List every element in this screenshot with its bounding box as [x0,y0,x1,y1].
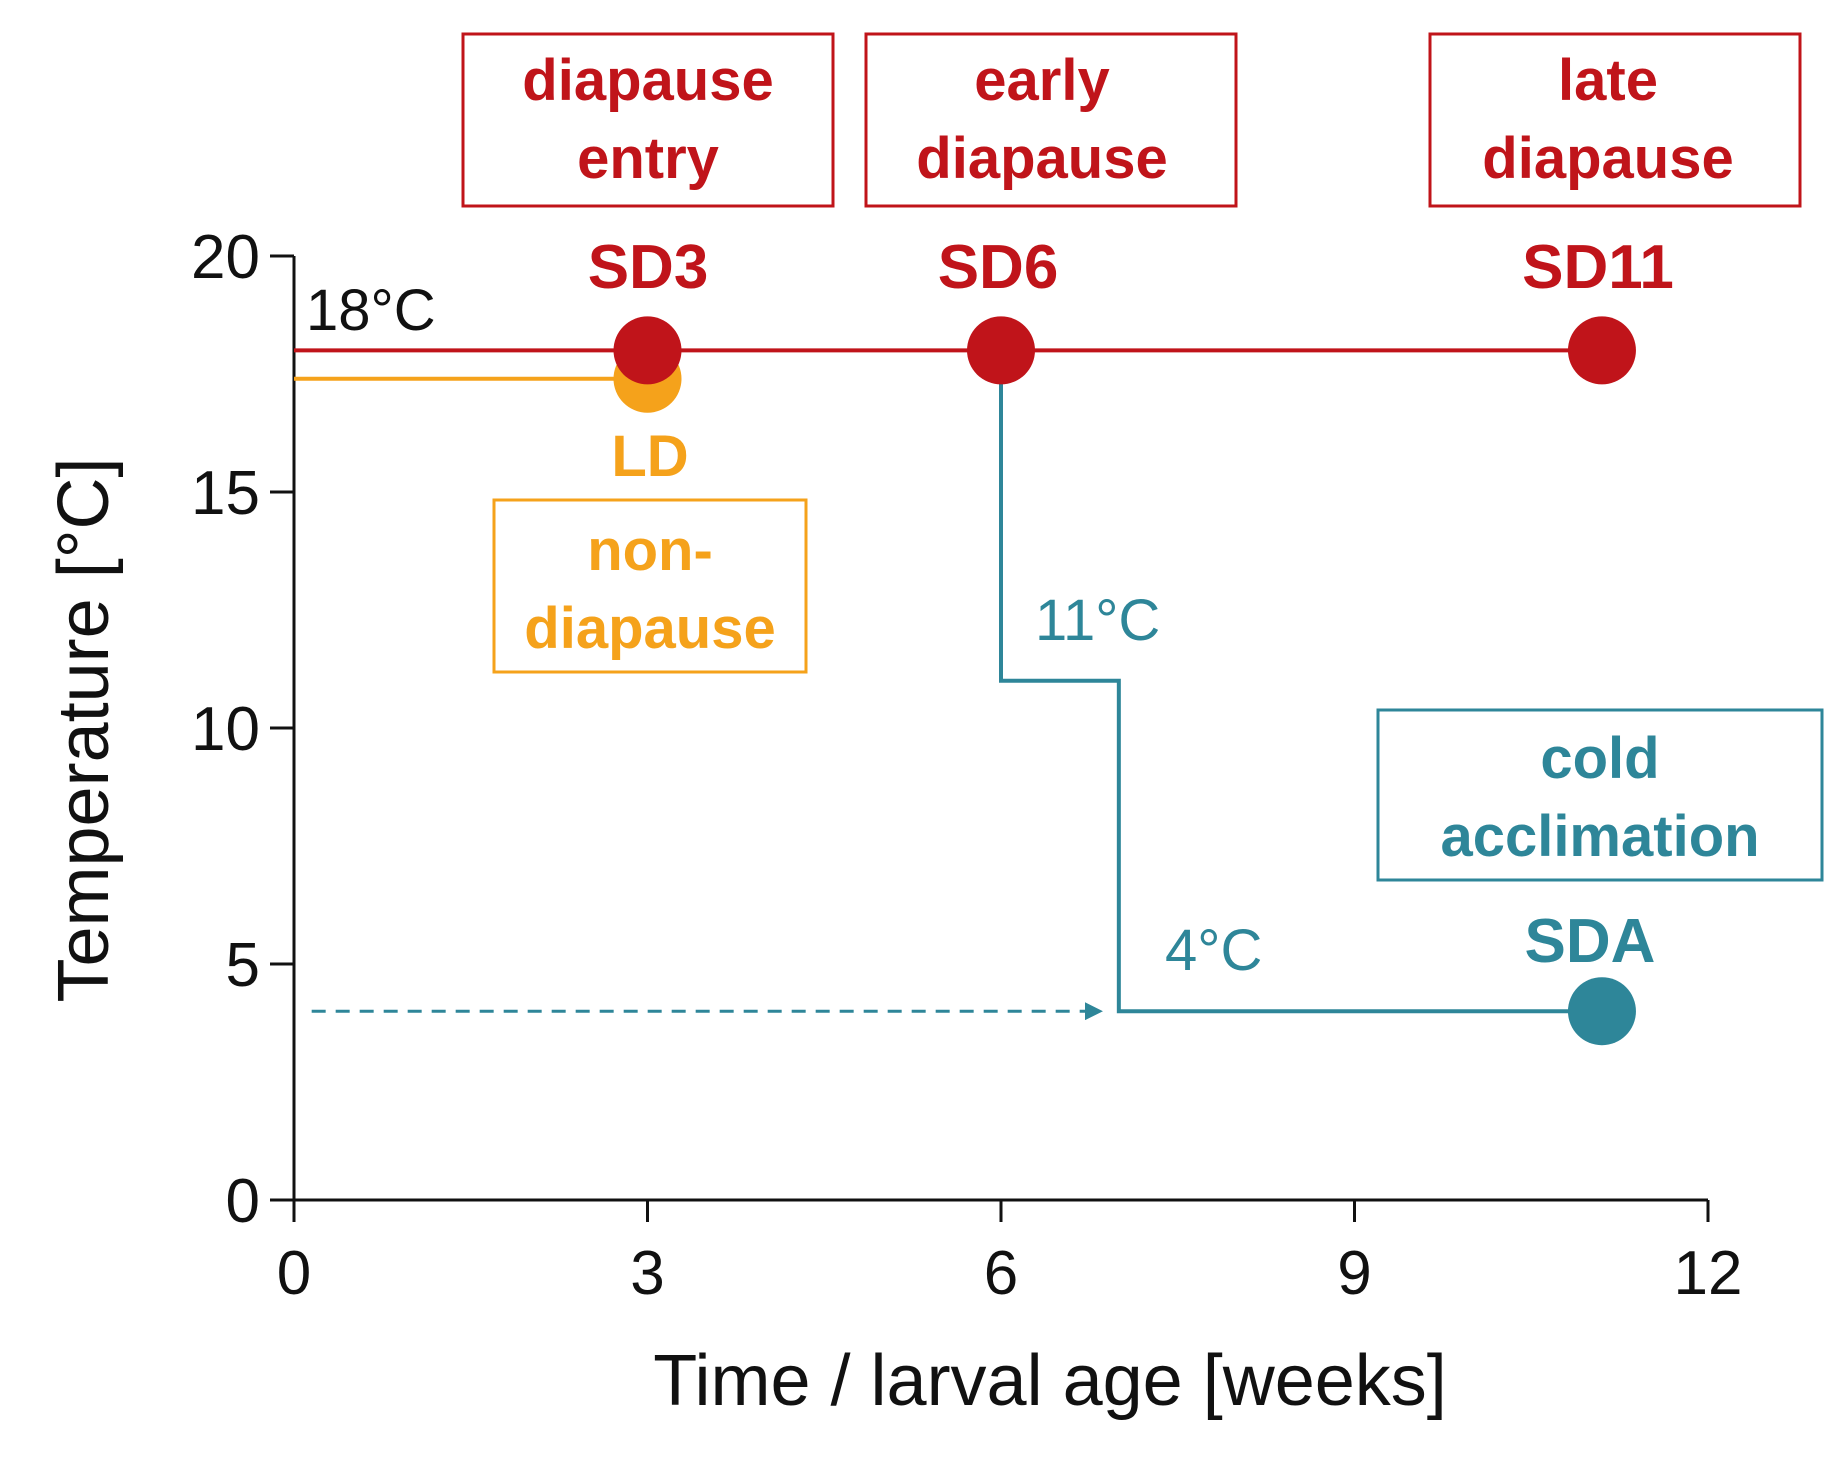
y-tick-label-10: 10 [191,695,260,764]
point-label-sda: SDA [1525,907,1656,976]
x-tick-label-6: 6 [984,1239,1018,1308]
y-tick-label-15: 15 [191,459,260,528]
box-cold-acclimation: cold acclimation [1376,708,1824,882]
y-tick-label-5: 5 [226,931,260,1000]
point-sd11 [1567,316,1636,385]
point-label-ld: LD [611,424,688,489]
point-label-sd6: SD6 [938,233,1059,302]
box-non-diapause-line1: non- [587,518,713,583]
temp-18-label: 18°C [306,278,436,343]
box-diapause-entry-line2: entry [577,126,719,191]
point-sd3 [613,316,682,385]
box-diapause-entry-line1: diapause [522,48,773,113]
box-late-diapause-line2: diapause [1482,126,1733,191]
x-tick-label-9: 9 [1337,1239,1371,1308]
temp-4-label: 4°C [1165,918,1262,983]
point-label-sd3: SD3 [588,233,709,302]
series-layer [294,316,1636,1046]
y-ticks: 0 5 10 15 20 [191,223,294,1236]
box-early-diapause-line2: diapause [916,126,1167,191]
point-sda [1567,977,1636,1046]
box-late-diapause: late diapause [1428,32,1802,208]
point-label-sd11: SD11 [1522,233,1674,302]
x-tick-label-3: 3 [630,1239,664,1308]
x-tick-label-0: 0 [277,1239,311,1308]
box-diapause-entry: diapause entry [461,32,835,208]
temp-11-label: 11°C [1035,588,1160,653]
box-late-diapause-line1: late [1558,48,1658,113]
x-axis-title: Time / larval age [weeks] [653,1341,1447,1421]
point-sd6 [967,316,1035,385]
box-cold-acclimation-line2: acclimation [1440,804,1759,869]
x-ticks: 0 3 6 9 12 [277,1200,1743,1308]
box-non-diapause-line2: diapause [524,596,775,661]
series-line-teal [999,350,1602,1014]
box-early-diapause-line1: early [974,48,1109,113]
y-axis-title: Temperature [°C] [44,458,124,1003]
box-cold-acclimation-line1: cold [1540,726,1659,791]
x-tick-label-12: 12 [1674,1239,1743,1308]
y-tick-label-20: 20 [191,223,260,292]
y-tick-label-0: 0 [226,1167,260,1236]
box-non-diapause: non- diapause [492,498,808,674]
box-early-diapause: early diapause [864,32,1238,208]
